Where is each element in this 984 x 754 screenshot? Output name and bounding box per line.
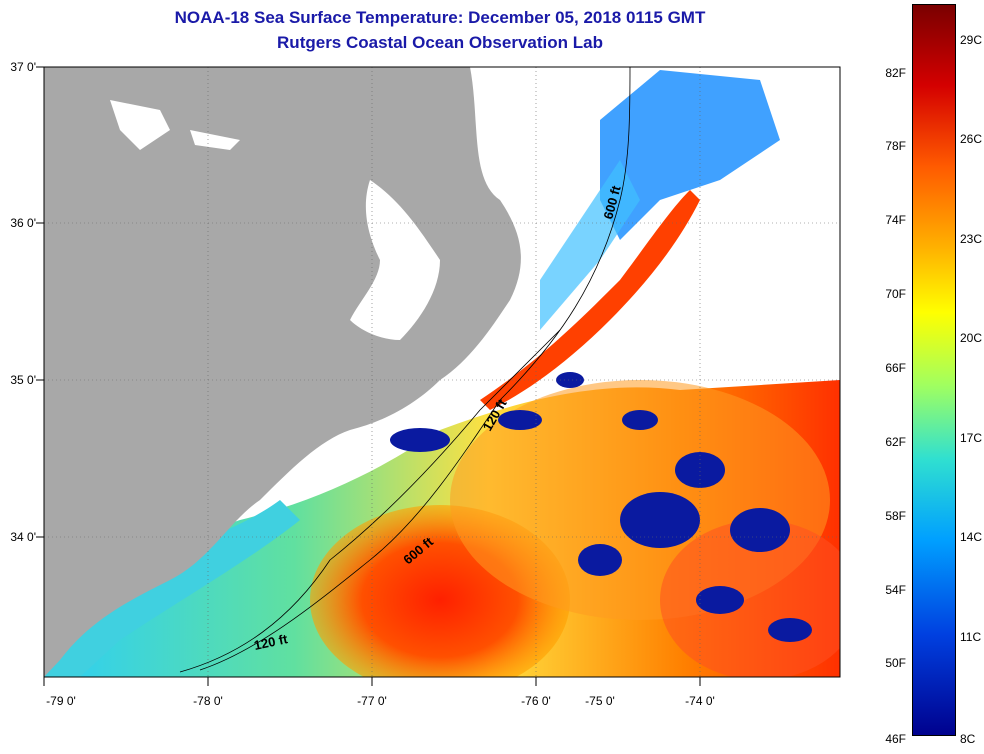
northern-cool-water bbox=[600, 70, 780, 240]
cold-pixel-patches bbox=[390, 372, 812, 642]
shelf-cool-water bbox=[540, 160, 640, 330]
isobath-120ft bbox=[179, 329, 561, 673]
inland-lake bbox=[110, 100, 170, 150]
axis-ticks bbox=[36, 66, 701, 686]
colorbar-c-label: 11C bbox=[960, 630, 982, 644]
lat-label: 36 0' bbox=[10, 216, 36, 230]
colorbar-c-label: 29C bbox=[960, 33, 983, 47]
isobath-label: 120 ft bbox=[253, 631, 290, 653]
lon-label: -77 0' bbox=[357, 694, 387, 708]
lon-label: -75 0' bbox=[585, 694, 615, 708]
colorbar-c-label: 26C bbox=[960, 132, 983, 146]
colorbar-f-label: 58F bbox=[885, 509, 906, 523]
lat-label: 37 0' bbox=[10, 60, 36, 74]
temperature-colorbar bbox=[912, 4, 956, 736]
graticule bbox=[44, 67, 840, 677]
inland-lake bbox=[190, 130, 240, 150]
lon-label: -74 0' bbox=[685, 694, 715, 708]
colorbar-c-label: 17C bbox=[960, 431, 983, 445]
colorbar-f-label: 70F bbox=[885, 287, 906, 301]
colorbar-c-label: 8C bbox=[960, 732, 976, 746]
colorbar-c-label: 20C bbox=[960, 331, 983, 345]
colorbar-f-label: 82F bbox=[885, 66, 906, 80]
lon-label: -76 0' bbox=[521, 694, 551, 708]
map-frame bbox=[43, 66, 841, 678]
colorbar-f-label: 74F bbox=[885, 213, 906, 227]
colorbar-f-label: 62F bbox=[885, 435, 906, 449]
lon-label: -79 0' bbox=[46, 694, 76, 708]
lat-label: 34 0' bbox=[10, 530, 36, 544]
colorbar-f-label: 50F bbox=[885, 656, 906, 670]
isobath-600ft bbox=[199, 67, 631, 671]
lon-label: -78 0' bbox=[193, 694, 223, 708]
pamlico-sound bbox=[350, 180, 440, 340]
colorbar-f-label: 78F bbox=[885, 139, 906, 153]
map-title: NOAA-18 Sea Surface Temperature: Decembe… bbox=[174, 8, 706, 27]
colorbar-c-label: 23C bbox=[960, 232, 983, 246]
nearshore-cool-water bbox=[44, 500, 300, 677]
colorbar-c-label: 14C bbox=[960, 530, 983, 544]
colorbar-f-label: 66F bbox=[885, 361, 906, 375]
colorbar-f-label: 46F bbox=[885, 732, 906, 746]
map-subtitle: Rutgers Coastal Ocean Observation Lab bbox=[277, 33, 603, 52]
colorbar-f-label: 54F bbox=[885, 583, 906, 597]
lat-label: 35 0' bbox=[10, 373, 36, 387]
